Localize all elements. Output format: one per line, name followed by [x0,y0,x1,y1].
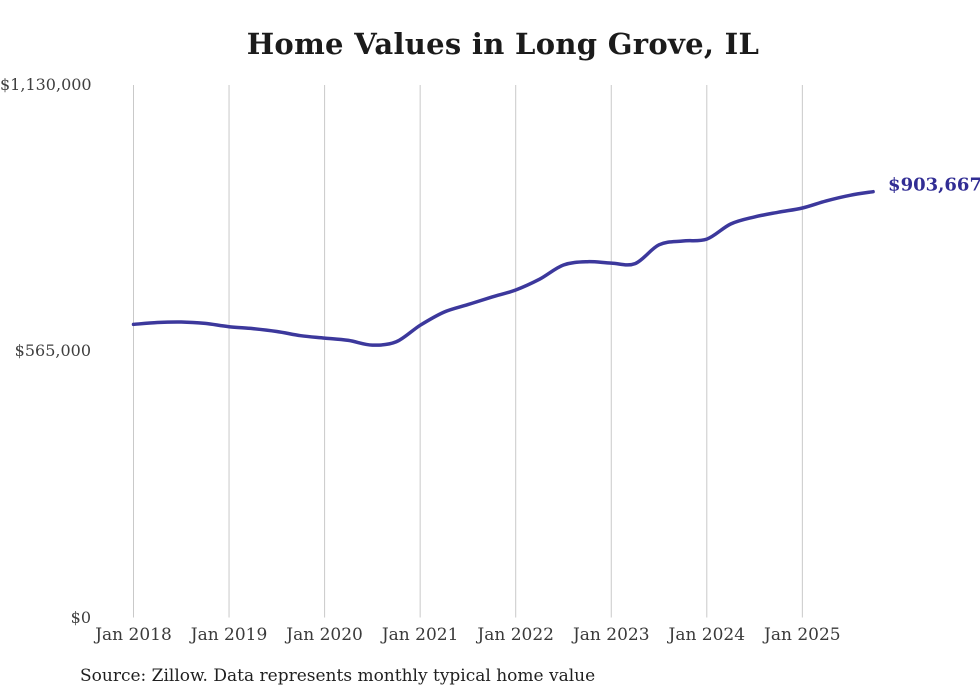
y-tick-label: $565,000 [14,341,91,361]
y-tick-label: $0 [70,607,91,627]
latest-value-label: $903,667 [888,174,980,196]
chart-title: Home Values in Long Grove, IL [246,27,760,61]
gridlines [133,85,803,618]
value-line [131,189,875,347]
x-tick-label: Jan 2018 [95,625,172,645]
x-tick-label: Jan 2022 [477,625,554,645]
x-tick-label: Jan 2019 [190,625,268,645]
x-tick-label: Jan 2020 [286,625,363,645]
source-note: Source: Zillow. Data represents monthly … [80,666,596,686]
x-tick-label: Jan 2021 [381,625,459,645]
x-tick-label: Jan 2025 [764,625,841,645]
series-lines [131,189,875,347]
y-tick-label: $1,130,000 [0,75,92,94]
x-tick-label: Jan 2023 [572,625,650,645]
x-tick-label: Jan 2024 [668,625,746,645]
